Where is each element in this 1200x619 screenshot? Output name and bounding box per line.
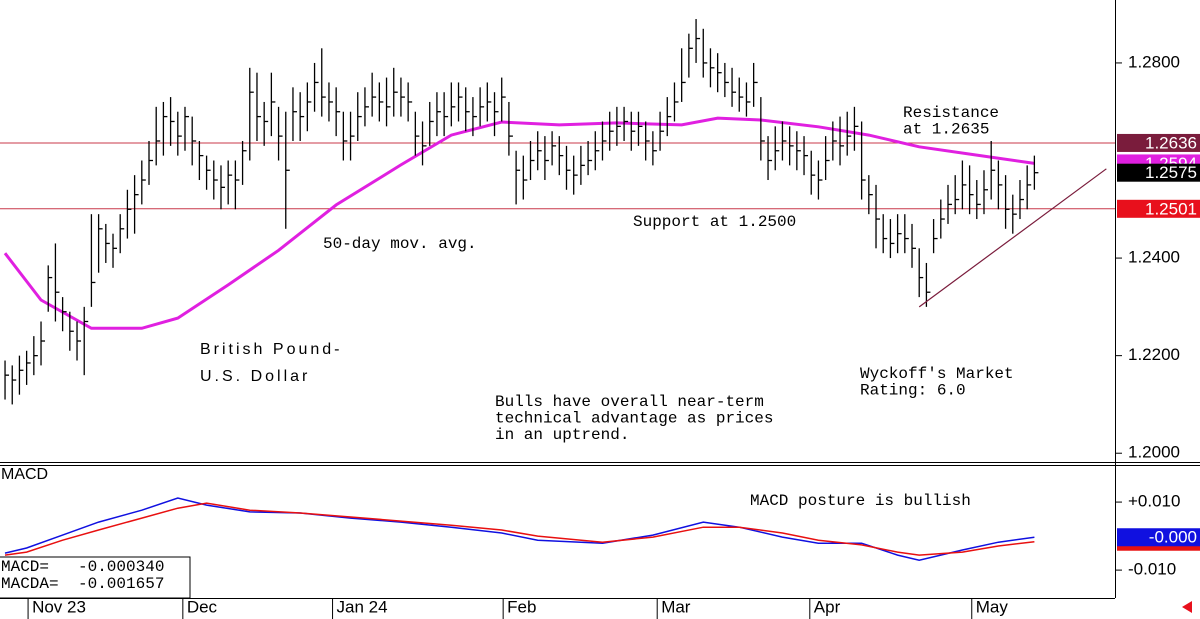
- annotation: at 1.2635: [903, 121, 989, 139]
- close-box: [1117, 163, 1200, 182]
- macd-box-label: -0.000: [1149, 528, 1197, 547]
- annotation: technical advantage as prices: [495, 410, 773, 428]
- x-tick-label: Mar: [661, 597, 691, 616]
- level-box: [1117, 133, 1200, 152]
- y-tick-label: 1.2400: [1128, 248, 1180, 267]
- annotation: Bulls have overall near-term: [495, 393, 764, 411]
- panel-title: MACD: [1, 466, 48, 483]
- y-tick-label: 1.2000: [1128, 443, 1180, 462]
- series-label: 50-day mov. avg.: [323, 235, 477, 253]
- x-tick-label: Apr: [814, 597, 841, 616]
- annotation: Support at 1.2500: [633, 213, 796, 231]
- level-box-label: 1.2501: [1145, 199, 1197, 218]
- y-tick-label: +0.010: [1128, 492, 1180, 511]
- annotation: MACD posture is bullish: [750, 492, 971, 510]
- x-tick-label: Nov 23: [32, 597, 86, 616]
- legend-value: -0.000340: [78, 558, 164, 576]
- series-line: [4, 497, 1035, 561]
- annotation: Wyckoff's Market: [860, 365, 1014, 383]
- x-tick-label: May: [976, 597, 1009, 616]
- legend-name: MACD=: [1, 558, 49, 576]
- scroll-arrow[interactable]: [1182, 601, 1192, 613]
- series-line: [4, 502, 1035, 556]
- legend-box: [0, 556, 191, 599]
- level-box-label: 1.2636: [1145, 133, 1197, 152]
- close-box-label: 1.2575: [1145, 163, 1197, 182]
- annotation: Resistance: [903, 104, 999, 122]
- x-tick-label: Jan 24: [337, 597, 388, 616]
- series-line: [3, 116, 1035, 330]
- x-tick-label: Dec: [187, 597, 218, 616]
- trendline: [918, 168, 1107, 308]
- x-tick-label: Feb: [507, 597, 536, 616]
- level-box: [1117, 199, 1200, 218]
- y-tick-label: 1.2800: [1128, 52, 1180, 71]
- annotation: in an uptrend.: [495, 426, 629, 444]
- macd-box: [1117, 528, 1200, 547]
- chart-title: British Pound-: [200, 341, 343, 358]
- y-tick-label: -0.010: [1128, 560, 1176, 579]
- legend-name: MACDA=: [1, 575, 59, 593]
- y-tick-label: 1.2200: [1128, 345, 1180, 364]
- chart-title: U.S. Dollar: [200, 368, 310, 385]
- legend-value: -0.001657: [78, 575, 164, 593]
- annotation: Rating: 6.0: [860, 382, 966, 400]
